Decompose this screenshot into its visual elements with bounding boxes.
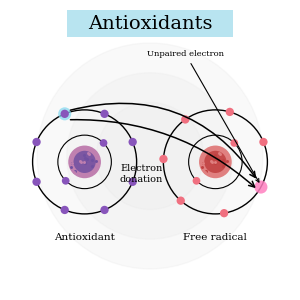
Circle shape	[199, 146, 232, 178]
Circle shape	[181, 115, 190, 124]
Circle shape	[100, 139, 107, 147]
Text: Free radical: Free radical	[184, 233, 247, 242]
Circle shape	[74, 151, 96, 173]
Circle shape	[254, 181, 268, 194]
Circle shape	[128, 178, 137, 186]
Text: Electron
donation: Electron donation	[119, 164, 163, 184]
Circle shape	[61, 110, 69, 118]
Text: Unpaired electron: Unpaired electron	[147, 50, 259, 182]
FancyBboxPatch shape	[67, 10, 233, 37]
Circle shape	[62, 177, 70, 185]
Circle shape	[230, 139, 238, 147]
Circle shape	[100, 110, 109, 118]
Circle shape	[226, 108, 234, 116]
Circle shape	[177, 196, 185, 205]
Circle shape	[68, 146, 101, 178]
Circle shape	[61, 206, 69, 214]
Circle shape	[100, 206, 109, 214]
Circle shape	[259, 138, 268, 146]
Circle shape	[97, 102, 203, 209]
Circle shape	[67, 73, 233, 239]
Circle shape	[32, 178, 41, 186]
Circle shape	[58, 107, 71, 120]
Text: Antioxidant: Antioxidant	[54, 233, 115, 242]
Circle shape	[193, 177, 200, 185]
Circle shape	[159, 155, 168, 163]
Circle shape	[204, 151, 226, 173]
Circle shape	[32, 138, 41, 146]
Text: Antioxidants: Antioxidants	[88, 15, 212, 33]
Circle shape	[37, 43, 263, 269]
Circle shape	[220, 209, 228, 217]
Circle shape	[128, 138, 137, 146]
